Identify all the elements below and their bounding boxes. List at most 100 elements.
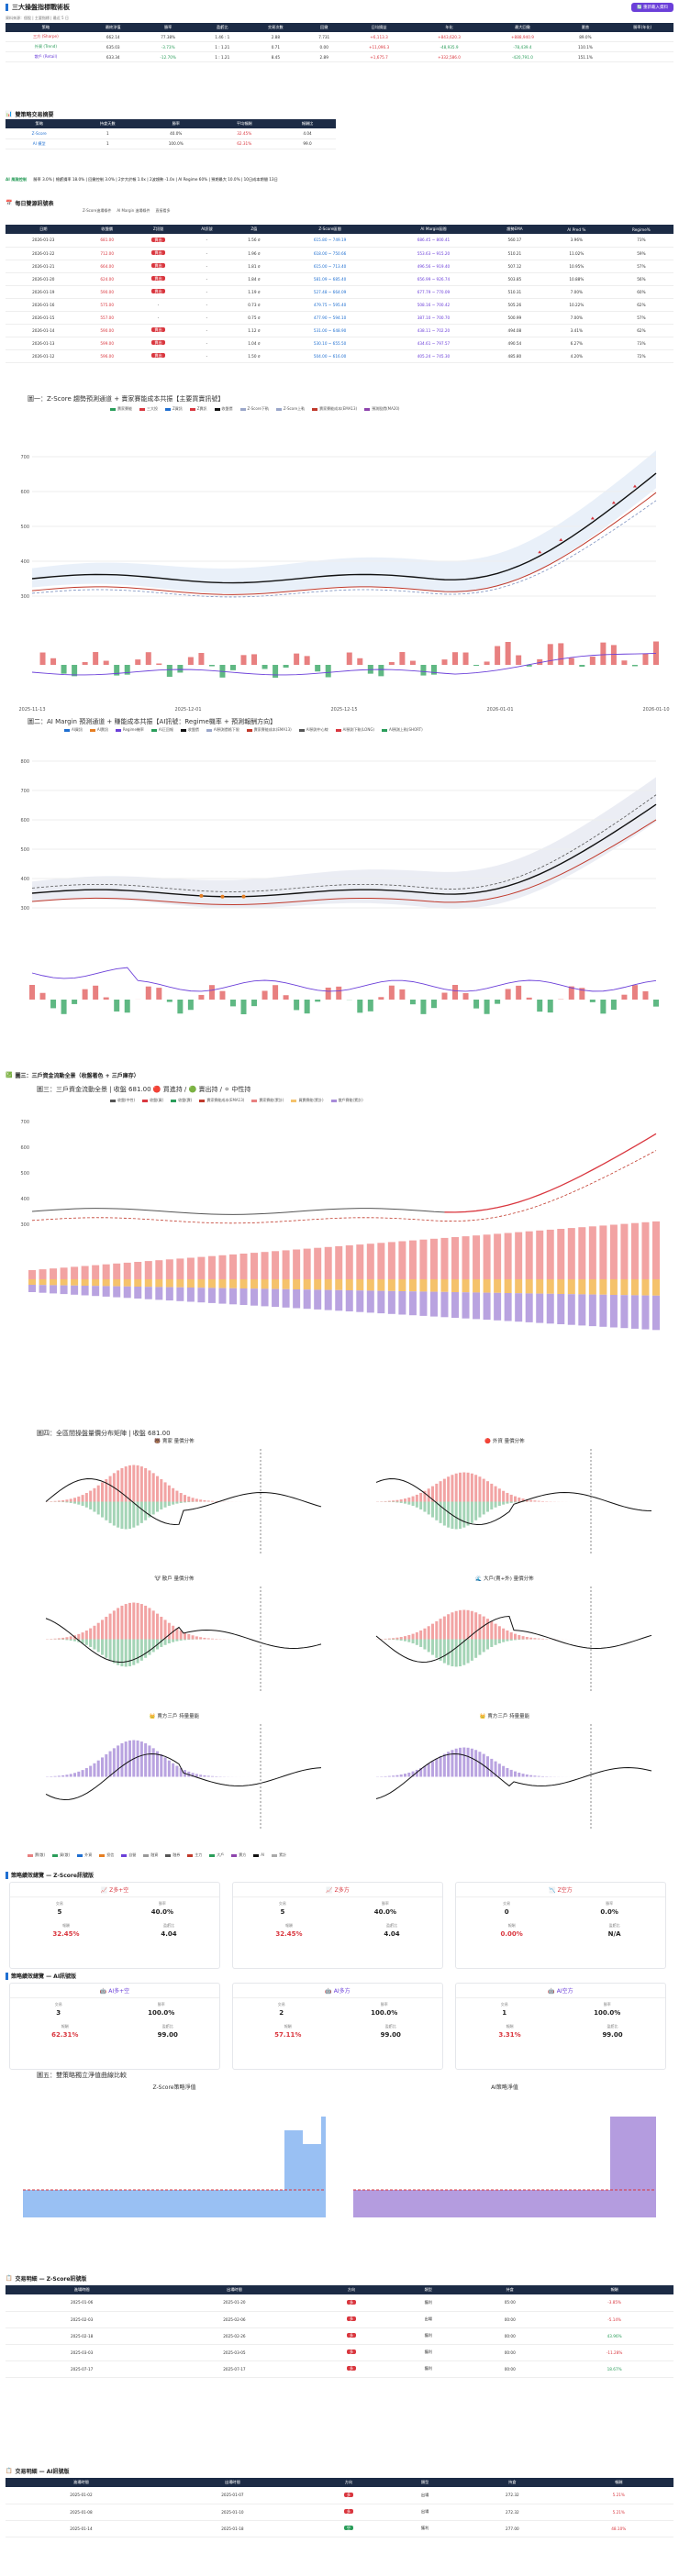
pred-bar	[156, 988, 162, 1000]
dist-bar	[112, 1748, 116, 1777]
table-row[interactable]: 2026-01-14 590.00 賣出 -1.12 σ 531.00 ~ 648.90…	[6, 324, 673, 337]
dist-bar	[404, 1774, 406, 1777]
stack-bar	[134, 1262, 142, 1279]
legend-item[interactable]: 收盤(買)	[142, 1098, 163, 1103]
table-cell: 2026-01-20	[6, 272, 82, 286]
dist-bar	[497, 1626, 501, 1640]
legend-item[interactable]: 賣家賽能成本(EMA13)	[246, 727, 292, 733]
table-row[interactable]: 2025-03-03 2025-03-05 多獲利 00:00 -11.28%	[6, 2344, 673, 2361]
legend-item[interactable]: 大戶	[209, 1852, 224, 1858]
table-row[interactable]: 2025-02-18 2025-02-26 多獲利 00:00 43.96%	[6, 2327, 673, 2345]
table-row[interactable]: 2026-01-15 557.00- -0.75 σ 477.90 ~ 594.10 3…	[6, 311, 673, 325]
dist-line	[375, 1615, 652, 1663]
stack-bar	[123, 1279, 131, 1287]
tab-ai-margin[interactable]: AI Margin 進場條件	[117, 208, 150, 213]
legend-item[interactable]: AI預測價格下限	[206, 727, 239, 733]
strategy-card[interactable]: 🤖 AI多+空 交易 3 勝率 100.0% 報酬 62.31% 盈虧比 99.00	[9, 1983, 220, 2070]
stack-bar	[525, 1279, 533, 1294]
stack-bar	[282, 1279, 290, 1289]
legend-item[interactable]: 買(散)	[52, 1852, 70, 1858]
legend-item[interactable]: 收盤(中性)	[110, 1098, 135, 1103]
legend-item[interactable]: AI預測下軌(LONG)	[335, 727, 374, 733]
table-row[interactable]: 三方 (Sharpe) 662.14 77.38% 1.46 : 1 2.88 7.731…	[6, 32, 673, 42]
legend-item[interactable]: 賣家賽能	[110, 406, 132, 412]
table-row[interactable]: 2026-01-23 681.00 賣出 -1.56 σ 615.80 ~ 749.19…	[6, 234, 673, 248]
ai-signal-marker	[199, 893, 204, 898]
column-header: Z-Score區間	[278, 225, 383, 234]
table-cell: 7.00%	[543, 311, 609, 325]
legend-item[interactable]: 累計	[272, 1852, 286, 1858]
table-row[interactable]: 2025-01-06 2025-01-20 多獲利 05:00 -3.85%	[6, 2294, 673, 2312]
table-row[interactable]: 2026-01-21 664.00 賣出 -1.81 σ 615.00 ~ 713.40…	[6, 260, 673, 273]
legend-item[interactable]: AI	[253, 1852, 264, 1858]
legend-item[interactable]: 三大投	[139, 406, 158, 412]
table-row[interactable]: 2025-02-03 2025-02-06 多出場 00:00 -5.14%	[6, 2311, 673, 2328]
reload-button[interactable]: 🔄 重新載入資料	[630, 3, 673, 12]
legend-item[interactable]: 外資	[77, 1852, 92, 1858]
strategy-card[interactable]: 🤖 AI空方 交易 1 勝率 100.0% 報酬 3.31% 盈虧比 99.00	[455, 1983, 666, 2070]
strategy-card[interactable]: 📉 Z空方 交易 0 勝率 0.0% 報酬 0.00% 盈虧比 N/A	[455, 1882, 666, 1969]
legend-item[interactable]: AI預測中心線	[298, 727, 328, 733]
table-row[interactable]: 2025-01-02 2025-01-07 多出場 272.32 5.21%	[6, 2487, 673, 2504]
legend-item[interactable]: 收盤價	[180, 727, 199, 733]
table-row[interactable]: 2025-07-17 2025-07-17 多獲利 00:00 18.67%	[6, 2360, 673, 2378]
legend-item[interactable]: 投信	[99, 1852, 114, 1858]
legend-item[interactable]: 賣家賽能成本(EMA13)	[312, 406, 357, 412]
strategy-card[interactable]: 📈 Z多+空 交易 5 勝率 40.0% 報酬 32.45% 盈虧比 4.04	[9, 1882, 220, 1969]
legend-item[interactable]: 賣(散)	[28, 1852, 45, 1858]
legend-item[interactable]: Z賣訊	[189, 406, 207, 412]
dist-bar	[124, 1741, 128, 1777]
legend-item[interactable]: Regime機率	[115, 727, 144, 733]
stack-bar	[165, 1259, 173, 1279]
legend-item[interactable]: 買賣賽能(累計)	[291, 1098, 324, 1103]
dist-bar	[486, 1501, 489, 1512]
legend-item[interactable]: AI賣訊	[89, 727, 108, 733]
table-row[interactable]: 2025-01-08 2025-01-10 多出場 272.32 5.21%	[6, 2504, 673, 2521]
legend-item[interactable]: AI正回報	[150, 727, 173, 733]
stack-bar	[356, 1290, 364, 1312]
legend-item[interactable]: Z-Score上軌	[275, 406, 305, 412]
legend-item[interactable]: AI預測上軌(SHORT)	[382, 727, 423, 733]
legend-item[interactable]: 賣方	[231, 1852, 246, 1858]
legend-item[interactable]: 主力	[187, 1852, 202, 1858]
tab-zscore[interactable]: Z-Score進場條件	[83, 208, 112, 213]
legend-item[interactable]: AI買訊	[64, 727, 83, 733]
table-row[interactable]: 2026-01-16 575.00- -0.73 σ 479.75 ~ 595.40 5…	[6, 298, 673, 312]
stack-bar	[345, 1279, 353, 1290]
legend-item[interactable]: 賣家賽能(累計)	[251, 1098, 284, 1103]
legend-item[interactable]: 預測股價(MA20)	[364, 406, 400, 412]
table-cell: 272.32	[461, 2504, 564, 2521]
stack-bar	[123, 1286, 131, 1299]
table-row[interactable]: 2026-01-19 590.00 賣出 -1.19 σ 527.48 ~ 664.09…	[6, 285, 673, 299]
stack-bar	[652, 1221, 660, 1279]
stack-bar	[303, 1289, 311, 1310]
table-row[interactable]: 2026-01-13 599.00 賣出 -1.04 σ 530.10 ~ 655.50…	[6, 337, 673, 350]
table-row[interactable]: 散戶 (Retail) 633.34 -12.70% 1 : 1.21 8.45 2.89…	[6, 51, 673, 62]
legend-item[interactable]: 收盤(賣)	[171, 1098, 192, 1103]
legend-item[interactable]: 融資	[143, 1852, 158, 1858]
legend-item[interactable]: 自營	[121, 1852, 136, 1858]
stack-bar	[144, 1279, 152, 1288]
column-header: 類型	[392, 2285, 465, 2294]
table-row[interactable]: 2025-01-14 2025-01-18 空獲利 277.00 48.10%	[6, 2520, 673, 2537]
tab-long[interactable]: 直接看多	[155, 208, 171, 213]
legend-item[interactable]: 散戶賽能(累計)	[330, 1098, 363, 1103]
table-row[interactable]: 外資 (Trend) 635.03 -3.73% 1 : 1.21 0.71 0.00 +1…	[6, 41, 673, 52]
legend-item[interactable]: Z-Score下軌	[239, 406, 269, 412]
legend-item[interactable]: Z買訊	[165, 406, 183, 412]
strategy-card[interactable]: 🤖 AI多方 交易 2 勝率 100.0% 報酬 57.11% 盈虧比 99.00	[232, 1983, 443, 2070]
column-header: 日均損益	[345, 23, 413, 32]
table-row[interactable]: 2026-01-12 596.00 賣出 -1.50 σ 504.00 ~ 616.00…	[6, 349, 673, 363]
table-row[interactable]: AI 模型 1 100.0% 62.31% 99.0	[6, 138, 336, 149]
table-row[interactable]: 2026-01-20 624.00 賣出 -1.84 σ 581.09 ~ 685.40…	[6, 272, 673, 286]
table-cell: 3.41%	[543, 324, 609, 337]
dist-bar	[151, 1501, 155, 1515]
legend-item[interactable]: 收盤價	[214, 406, 233, 412]
legend-item[interactable]: 融券	[165, 1852, 180, 1858]
table-cell: 32.45%	[209, 128, 280, 139]
strategy-card[interactable]: 📈 Z多方 交易 5 勝率 40.0% 報酬 32.45% 盈虧比 4.04	[232, 1882, 443, 1969]
table-row[interactable]: 2026-01-22 712.00 賣出 -1.96 σ 618.00 ~ 750.66…	[6, 247, 673, 260]
stack-bar	[250, 1279, 259, 1289]
legend-item[interactable]: 賣家賽能成本(EMA13)	[199, 1098, 244, 1103]
table-row[interactable]: Z-Score 1 40.0% 32.45% 4.04	[6, 128, 336, 139]
